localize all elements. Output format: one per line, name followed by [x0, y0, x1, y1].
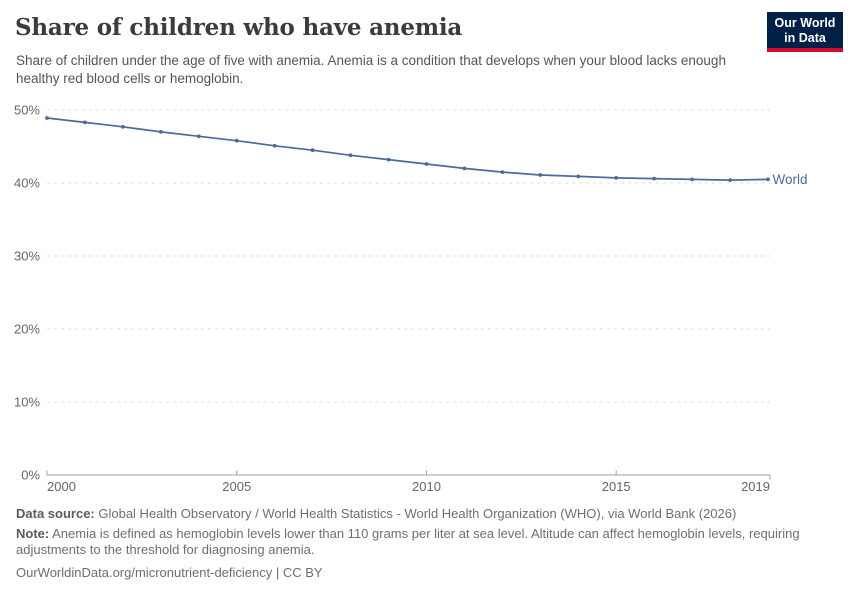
data-point[interactable]: [348, 153, 353, 158]
data-source-line: Data source: Global Health Observatory /…: [16, 506, 838, 523]
y-axis-tick-label: 10%: [14, 395, 40, 410]
x-axis-tick-label: 2015: [602, 479, 631, 494]
series-line-world[interactable]: [46, 117, 769, 181]
data-point[interactable]: [386, 157, 391, 162]
data-point[interactable]: [196, 134, 201, 139]
data-point[interactable]: [576, 174, 581, 179]
data-point[interactable]: [538, 173, 543, 177]
data-source-text: Global Health Observatory / World Health…: [94, 506, 737, 521]
note-line: Note: Anemia is defined as hemoglobin le…: [16, 526, 838, 559]
data-point[interactable]: [652, 176, 657, 181]
data-point[interactable]: [424, 162, 429, 166]
owid-logo-line1: Our World: [774, 16, 836, 30]
data-point[interactable]: [310, 148, 315, 153]
data-point[interactable]: [158, 130, 163, 134]
chart-subtitle: Share of children under the age of five …: [16, 53, 726, 86]
page-title: Share of children who have anemia: [15, 14, 463, 41]
data-point[interactable]: [121, 124, 125, 129]
series-end-label-world[interactable]: World: [773, 172, 808, 187]
data-point[interactable]: [500, 170, 505, 175]
data-point[interactable]: [766, 177, 770, 182]
data-point[interactable]: [690, 177, 694, 182]
y-axis-tick-label: 30%: [14, 249, 40, 264]
y-axis-tick-label: 0%: [21, 468, 40, 483]
data-point[interactable]: [83, 120, 87, 125]
x-axis-tick-label: 2010: [412, 479, 441, 494]
x-axis-tick-label: 2005: [222, 479, 251, 494]
citation-line[interactable]: OurWorldinData.org/micronutrient-deficie…: [16, 564, 323, 580]
x-axis-tick-label: 2019: [741, 479, 770, 494]
data-point[interactable]: [234, 138, 239, 143]
x-axis-tick-label: 2000: [47, 479, 76, 494]
data-point[interactable]: [728, 178, 732, 183]
data-point[interactable]: [462, 166, 467, 171]
data-point[interactable]: [272, 143, 277, 148]
chart-footer: Data source: Global Health Observatory /…: [16, 506, 838, 584]
data-source-label: Data source:: [16, 506, 95, 521]
y-axis-tick-label: 20%: [14, 322, 40, 337]
y-axis-tick-label: 40%: [14, 176, 40, 191]
owid-logo-line2: in Data: [784, 30, 826, 45]
y-axis-tick-label: 50%: [14, 103, 40, 118]
note-label: Note:: [16, 525, 50, 541]
owid-logo[interactable]: Our World in Data: [767, 12, 843, 52]
data-point[interactable]: [614, 176, 619, 180]
chart-svg: 0% 10% 20% 30% 40% 50% 2000 2005 2010 2015 2019 Wor…: [14, 103, 808, 495]
data-point[interactable]: [45, 116, 49, 120]
note-text: Anemia is defined as hemoglobin levels l…: [16, 525, 800, 558]
